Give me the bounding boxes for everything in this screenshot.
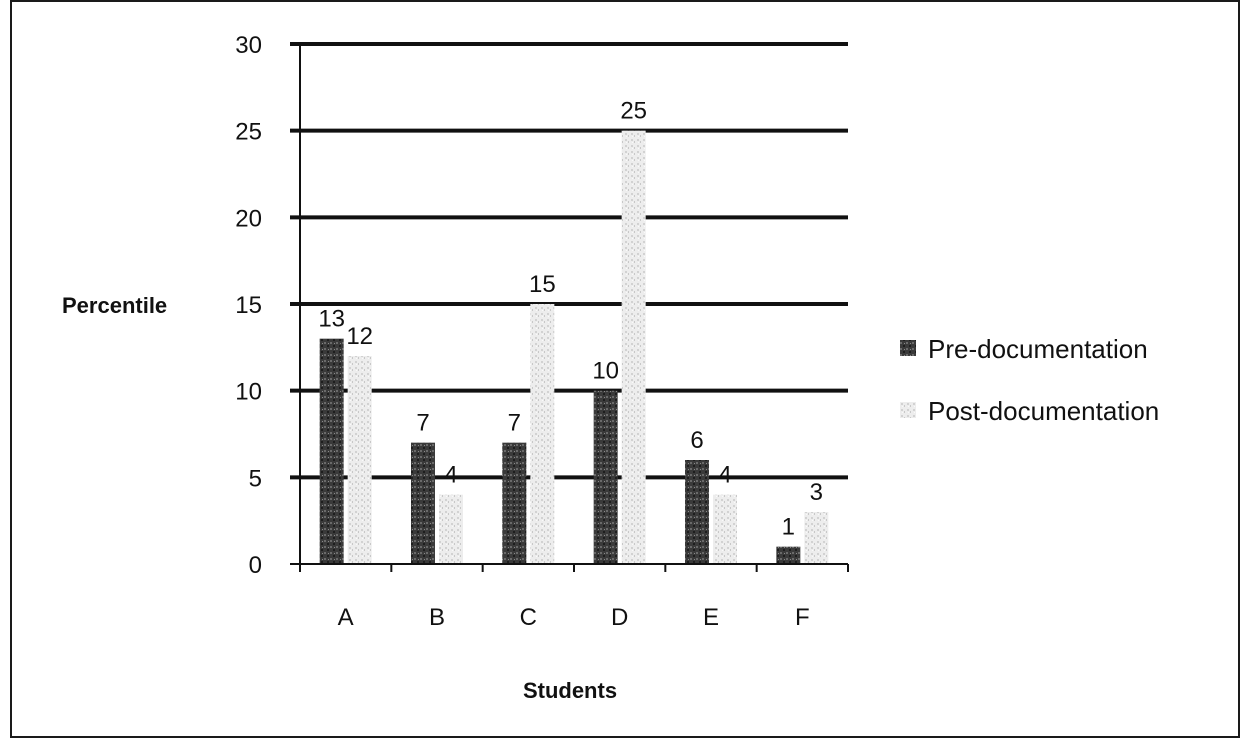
data-label: 4 — [718, 462, 731, 489]
legend: Pre-documentation Post-documentation — [900, 334, 1159, 426]
y-tick-label: 25 — [235, 119, 262, 146]
data-label: 10 — [592, 358, 619, 385]
bar-post-C — [530, 304, 555, 564]
data-label: 7 — [508, 410, 521, 437]
bar-post-F — [804, 512, 829, 564]
y-tick-label: 20 — [235, 205, 262, 232]
y-tick-label: 30 — [235, 32, 262, 59]
bar-pre-B — [411, 442, 435, 564]
data-label: 15 — [529, 271, 556, 298]
legend-swatch — [900, 402, 916, 418]
bar-pre-D — [593, 390, 618, 564]
data-label: 1 — [782, 514, 795, 541]
legend-swatch — [900, 340, 916, 356]
gridlines — [290, 42, 848, 480]
data-label: 3 — [810, 479, 823, 506]
data-label: 4 — [444, 462, 457, 489]
bar-pre-F — [776, 546, 801, 564]
legend-label: Pre-documentation — [928, 334, 1148, 364]
data-label: 6 — [690, 427, 703, 454]
x-tick-label: C — [520, 604, 537, 631]
x-tick-label: E — [703, 604, 719, 631]
bar-pre-E — [685, 460, 709, 564]
bar-pre-C — [502, 442, 527, 564]
x-tick-label: A — [338, 604, 354, 631]
data-label: 7 — [416, 410, 429, 437]
x-tick-label: B — [429, 604, 445, 631]
y-axis-title: Percentile — [62, 293, 167, 318]
data-label: 25 — [620, 98, 647, 125]
x-axis-title: Students — [523, 678, 617, 703]
data-label: 12 — [346, 323, 373, 350]
data-label: 13 — [318, 306, 345, 333]
bar-group — [319, 130, 829, 564]
y-tick-label: 5 — [249, 465, 262, 492]
x-tick-label: F — [795, 604, 810, 631]
legend-label: Post-documentation — [928, 396, 1159, 426]
y-tick-label: 15 — [235, 292, 262, 319]
bar-pre-A — [319, 338, 344, 564]
y-tick-label: 0 — [249, 552, 262, 579]
bar-post-A — [347, 356, 372, 564]
axes — [290, 44, 849, 572]
bar-post-B — [439, 494, 463, 564]
bar-post-D — [621, 130, 646, 564]
bar-post-E — [713, 494, 737, 564]
y-tick-label: 10 — [235, 379, 262, 406]
x-tick-label: D — [611, 604, 628, 631]
